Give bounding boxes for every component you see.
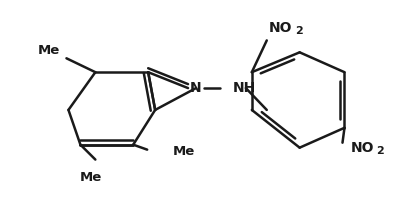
- Text: Me: Me: [173, 145, 195, 158]
- Text: Me: Me: [37, 44, 60, 57]
- Text: Me: Me: [79, 171, 102, 184]
- Text: NH: NH: [233, 81, 256, 95]
- Text: N: N: [190, 81, 202, 95]
- Text: 2: 2: [295, 26, 303, 36]
- Text: NO: NO: [351, 141, 374, 155]
- Text: 2: 2: [376, 146, 384, 156]
- Text: NO: NO: [269, 21, 293, 35]
